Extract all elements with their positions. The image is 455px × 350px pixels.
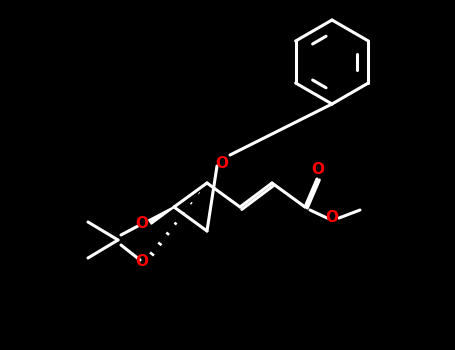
Text: O: O — [312, 162, 324, 177]
Text: O: O — [216, 155, 228, 170]
Text: O: O — [136, 254, 148, 270]
Text: O: O — [325, 210, 339, 225]
Polygon shape — [149, 207, 174, 224]
Text: O: O — [136, 217, 148, 231]
